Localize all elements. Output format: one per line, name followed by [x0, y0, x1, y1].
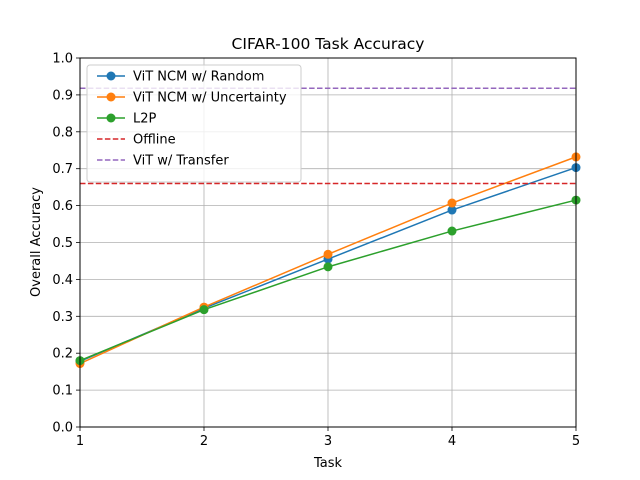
legend-marker-swatch [106, 71, 116, 81]
legend-item: L2P [97, 112, 157, 127]
y-tick-label: 0.0 [52, 421, 73, 436]
y-tick-label: 0.1 [52, 384, 73, 399]
data-point [323, 249, 333, 259]
data-point [447, 198, 457, 208]
legend-label: L2P [133, 112, 157, 127]
chart-title: CIFAR-100 Task Accuracy [232, 35, 425, 53]
legend-box [86, 64, 302, 183]
legend-marker-swatch [106, 92, 116, 102]
data-point [447, 205, 457, 215]
y-tick-label: 0.4 [52, 273, 73, 288]
legend-label: Offline [133, 133, 176, 148]
x-tick-label: 3 [324, 434, 332, 449]
legend-marker-swatch [106, 113, 116, 123]
legend-label: ViT NCM w/ Random [133, 70, 264, 85]
y-tick-label: 0.8 [52, 125, 73, 140]
x-tick-label: 1 [76, 434, 84, 449]
x-tick-label: 2 [200, 434, 208, 449]
x-axis-label: Task [313, 456, 343, 471]
legend-item: ViT NCM w/ Uncertainty [97, 91, 287, 106]
legend-item: ViT NCM w/ Random [97, 70, 264, 85]
x-tick-label: 4 [448, 434, 456, 449]
data-point [323, 262, 333, 272]
axis-ticks: 1 2 3 4 5 0.0 0.1 0.2 0.3 0.4 0.5 0.6 0.7 0.8 0.9 1.0 [52, 52, 580, 450]
x-tick-label: 5 [572, 434, 580, 449]
legend-label: ViT NCM w/ Uncertainty [133, 91, 287, 106]
legend-item: Offline [97, 133, 176, 148]
y-tick-label: 1.0 [52, 52, 73, 67]
legend-item: ViT w/ Transfer [97, 154, 229, 169]
y-tick-label: 0.9 [52, 88, 73, 103]
y-tick-label: 0.3 [52, 310, 73, 325]
data-point [447, 226, 457, 236]
legend: ViT NCM w/ Random ViT NCM w/ Uncertainty L… [86, 64, 302, 183]
y-tick-label: 0.6 [52, 199, 73, 214]
y-tick-label: 0.7 [52, 162, 73, 177]
legend-label: ViT w/ Transfer [133, 154, 229, 169]
grid-lines [79, 57, 577, 428]
y-tick-label: 0.5 [52, 236, 73, 251]
data-point [199, 305, 209, 315]
y-tick-label: 0.2 [52, 347, 73, 362]
y-axis-label: Overall Accuracy [29, 187, 44, 297]
